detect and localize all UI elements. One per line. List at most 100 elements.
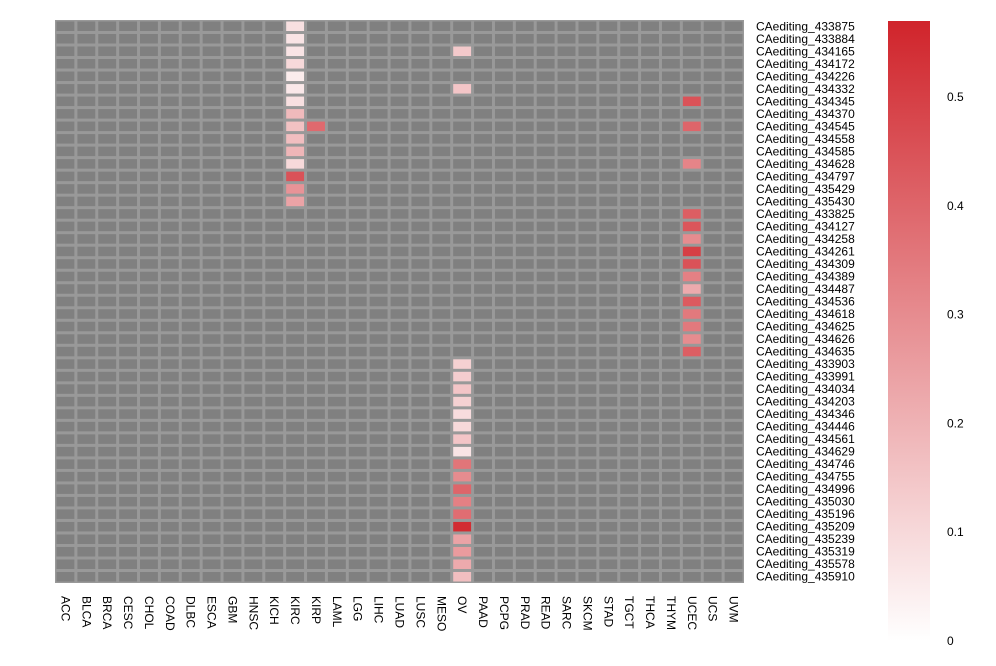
heatmap-cell-empty — [411, 121, 430, 132]
heatmap-cell-empty — [557, 196, 576, 207]
heatmap-cell-empty — [620, 409, 639, 419]
column-label: COAD — [163, 596, 177, 631]
heatmap-cell-empty — [244, 184, 263, 194]
heatmap-cell-empty — [140, 509, 158, 519]
heatmap-cell-empty — [515, 559, 534, 569]
heatmap-cell-empty — [703, 271, 722, 282]
heatmap-cell-empty — [474, 346, 492, 357]
heatmap-cell-empty — [77, 121, 96, 132]
heatmap-cell-empty — [724, 321, 743, 332]
heatmap-cell-empty — [265, 234, 284, 244]
heatmap-cell-empty — [348, 371, 367, 382]
heatmap-cell-empty — [140, 434, 158, 444]
heatmap-cell-empty — [641, 121, 659, 132]
heatmap-cell-empty — [390, 196, 409, 207]
heatmap-cell-empty — [160, 434, 179, 444]
heatmap-cell-empty — [327, 21, 346, 32]
heatmap-cell-empty — [77, 84, 96, 94]
heatmap-cell-empty — [494, 409, 513, 419]
heatmap-cell-empty — [661, 471, 680, 482]
heatmap-cell-empty — [474, 284, 492, 294]
heatmap-cell-empty — [661, 521, 680, 532]
heatmap-cell-empty — [77, 346, 96, 357]
heatmap-cell-empty — [390, 121, 409, 132]
heatmap-cell-empty — [181, 421, 200, 432]
heatmap-cell-empty — [140, 209, 158, 219]
heatmap-cell-empty — [181, 334, 200, 344]
heatmap-cell-empty — [724, 221, 743, 232]
column-label: READ — [539, 596, 553, 630]
heatmap-cell-empty — [641, 371, 659, 382]
heatmap-cell-empty — [557, 434, 576, 444]
heatmap-cell-empty — [327, 571, 346, 582]
heatmap-cell-empty — [265, 121, 284, 132]
heatmap-cell-empty — [140, 21, 158, 32]
heatmap-cell-empty — [98, 134, 117, 144]
heatmap-cell-empty — [453, 184, 472, 194]
heatmap-cell-empty — [119, 284, 138, 294]
heatmap-cell-empty — [307, 509, 325, 519]
heatmap-cell-empty — [202, 96, 221, 107]
heatmap-cell-empty — [202, 421, 221, 432]
heatmap-cell-empty — [661, 71, 680, 82]
heatmap-cell-empty — [494, 484, 513, 494]
heatmap-cell-empty — [160, 321, 179, 332]
heatmap-cell-empty — [599, 146, 618, 157]
heatmap-cell-empty — [119, 146, 138, 157]
heatmap-cell-empty — [390, 359, 409, 369]
heatmap-cell-empty — [620, 446, 639, 457]
heatmap-cell-empty — [119, 446, 138, 457]
heatmap-cell-empty — [390, 46, 409, 57]
heatmap-cell-empty — [390, 84, 409, 94]
heatmap-cell-empty — [348, 196, 367, 207]
heatmap-cell-empty — [578, 384, 597, 394]
heatmap-cell-empty — [348, 459, 367, 469]
heatmap-cell-empty — [411, 334, 430, 344]
heatmap-cell-empty — [244, 496, 263, 507]
heatmap-cell-empty — [536, 321, 555, 332]
heatmap-cell-empty — [98, 84, 117, 94]
heatmap-cell-empty — [181, 46, 200, 57]
heatmap-cell-empty — [599, 171, 618, 182]
heatmap-cell-empty — [432, 521, 451, 532]
heatmap-cell-empty — [348, 259, 367, 269]
heatmap-cell-empty — [202, 46, 221, 57]
heatmap-cell-empty — [724, 84, 743, 94]
row-label: CAediting_434746 — [756, 457, 855, 471]
heatmap-cell — [453, 509, 472, 519]
heatmap-cell-empty — [682, 484, 701, 494]
heatmap-cell-empty — [390, 71, 409, 82]
heatmap-cell-empty — [348, 184, 367, 194]
heatmap-cell-empty — [515, 246, 534, 257]
heatmap-cell-empty — [77, 484, 96, 494]
heatmap-cell-empty — [202, 334, 221, 344]
heatmap-cell-empty — [119, 421, 138, 432]
row-label: CAediting_434034 — [756, 382, 855, 396]
heatmap-cell-empty — [140, 534, 158, 544]
heatmap-cell-empty — [536, 459, 555, 469]
heatmap-cell-empty — [599, 196, 618, 207]
column-label: CHOL — [142, 596, 156, 630]
column-label: KICH — [267, 596, 281, 625]
row-label: CAediting_434487 — [756, 282, 855, 296]
heatmap-cell-empty — [682, 559, 701, 569]
heatmap-cell — [453, 471, 472, 482]
heatmap-cell-empty — [390, 209, 409, 219]
heatmap-cell-empty — [327, 496, 346, 507]
heatmap-cell-empty — [307, 159, 325, 169]
heatmap-cell-empty — [474, 546, 492, 557]
heatmap-cell-empty — [140, 521, 158, 532]
heatmap-cell-empty — [515, 384, 534, 394]
heatmap-cell-empty — [578, 21, 597, 32]
heatmap-cell-empty — [703, 259, 722, 269]
heatmap-cell-empty — [286, 471, 305, 482]
heatmap-cell-empty — [578, 459, 597, 469]
heatmap-cell-empty — [432, 171, 451, 182]
heatmap-cell-empty — [432, 196, 451, 207]
heatmap-cell-empty — [494, 434, 513, 444]
heatmap-cell-empty — [578, 396, 597, 407]
column-labels: ACC BLCA BRCA CESC CHOL COAD DLBC ESCA GBM HNSC KI… — [58, 596, 740, 631]
row-label: CAediting_434172 — [756, 57, 855, 71]
heatmap-cell-empty — [202, 484, 221, 494]
heatmap-cell-empty — [620, 46, 639, 57]
